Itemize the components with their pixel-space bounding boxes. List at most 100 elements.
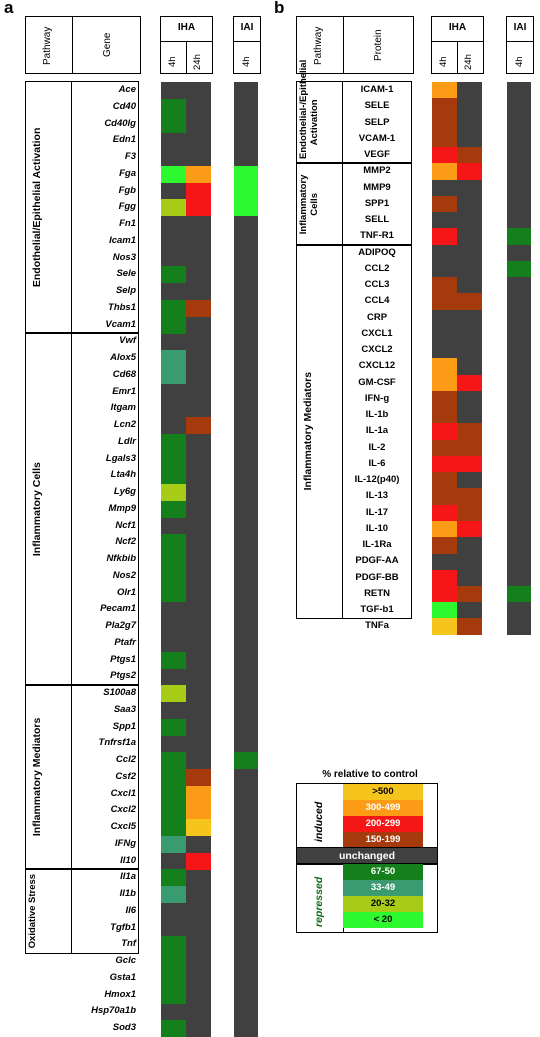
panel-b-row-label: IL-1b [365,409,389,420]
panel-a-row-label: Il1a [120,871,136,883]
panel-b-cell-iha24 [457,439,482,457]
panel-a-cell-iha4 [161,567,186,585]
legend-swatch-r1: 67-50 [343,864,423,880]
panel-b-cell-iha4 [432,504,457,522]
panel-b-cell-iha24 [457,585,482,603]
panel-b-cell-iha4 [432,423,457,440]
panel-a-cell-iai4 [234,182,258,200]
panel-a-row-label: Ncf2 [115,536,136,548]
panel-a-gene-header: Gene [102,32,113,57]
panel-b-cell-iha4 [432,358,457,375]
panel-b-row-label: TNFa [365,620,389,632]
panel-b-row-label: CCL2 [364,262,390,274]
legend-swatch-i3: 200-299 [343,816,423,832]
panel-a-cell-iha24 [186,785,211,803]
panel-b-cell-iha4 [432,163,457,180]
panel-b-cell-iha4 [432,98,457,115]
panel-b-header-table: Pathway Protein [296,16,414,74]
legend-swatch-i2: 300-499 [343,800,423,816]
panel-a-row-label: Gsta1 [109,971,136,983]
panel-b-row-label: SPP1 [364,197,390,209]
panel-a-cell-iha4 [161,785,186,803]
panel-a-row-label: Il1b [119,888,136,899]
panel-a-row-label: Lcn2 [113,419,136,430]
panel-b-cell-iha24 [457,618,482,635]
panel-b-group-label: Endothelial-/Epithelial Activation [298,60,320,160]
panel-a-iai-4h: 4h [241,56,252,67]
legend-unchanged-row: unchanged [296,847,438,865]
panel-a-group-divider [71,869,72,953]
panel-b-group-divider [342,163,343,245]
panel-b-row-label: TNF-R1 [360,230,394,242]
panel-b-cell-iha4 [432,228,457,245]
panel-b-cell-iha24 [457,293,482,310]
panel-b-letter: b [274,0,285,17]
panel-a-row-label: Fga [119,167,136,179]
panel-b-cell-iha4 [432,277,457,294]
panel-a-row-label: F3 [124,151,136,162]
panel-b-iai-4h: 4h [514,56,525,67]
panel-b-cell-iha4 [432,472,457,489]
panel-a-row-label: Alox5 [110,352,136,363]
panel-b-cell-iha4 [432,618,457,635]
panel-a-row-label: Pecam1 [100,603,136,615]
panel-a-cell-iha4 [161,500,186,518]
panel-a-cell-iha4 [161,199,186,217]
panel-a-iha-label: IHA [177,22,196,33]
panel-b-row-label: MMP9 [363,181,391,193]
panel-a-iha-header: IHA 4h 24h [160,16,213,74]
panel-a-group-divider [71,82,72,334]
panel-a-row-label: Fgb [118,184,136,196]
panel-b-row-label: IFN-g [364,392,390,404]
panel-a-row-label: Tnfrsf1a [98,737,136,749]
panel-b-cell-iha4 [432,585,457,603]
panel-a-cell-iha4 [161,467,186,485]
panel-a-cell-iha4 [161,685,186,703]
panel-a-cell-iha4 [161,366,186,384]
panel-a-row-label: Selp [115,285,136,296]
panel-a-row-label: Icam1 [109,234,136,246]
panel-a-group-box [25,868,139,954]
panel-a-iai-header: IAI 4h [233,16,261,74]
panel-b-cell-iha24 [457,423,482,440]
panel-a-iha-24h: 24h [192,54,203,70]
panel-a-row-label: Cxcl1 [110,787,136,799]
panel-b-row-label: CCL4 [364,295,390,307]
panel-a-cell-iha4 [161,316,186,334]
panel-a-row-label: Vwf [119,335,136,347]
legend-swatch-r2: 33-49 [343,880,423,896]
panel-b-row-label: IL-2 [368,441,386,453]
panel-a-iai-label: IAI [240,22,254,33]
panel-b-cell-iai4 [507,585,531,603]
legend-unchanged-label: unchanged [338,850,395,862]
panel-a-cell-iha24 [186,299,211,317]
panel-a-group-label: Inflammatory Cells [31,462,43,557]
panel-b-group-box [296,81,412,165]
panel-b-cell-iha4 [432,130,457,148]
panel-a-row-label: Cd68 [112,368,136,380]
panel-a-row-label: Edn1 [112,134,136,146]
panel-a-cell-iha4 [161,484,186,502]
panel-a-row-label: Ncf1 [115,519,136,531]
panel-a-group-label: Endothelial/Epithelial Activation [31,127,43,288]
panel-b-group-box [296,162,412,246]
panel-b-iai-header: IAI 4h [506,16,534,74]
panel-b-iai-column [507,82,531,635]
panel-b-row-label: IL-17 [365,506,389,518]
panel-a-row-label: Ptgs2 [110,670,136,682]
panel-b-row-label: CXCL2 [361,344,393,355]
panel-a-group-label: Inflammatory Mediators [31,717,43,837]
panel-b-group-divider [342,244,343,619]
panel-b-cell-iha24 [457,520,482,538]
panel-b-cell-iai4 [507,260,531,278]
panel-a-row-label: IFNg [114,837,136,849]
panel-a-row-label: Ptgs1 [110,653,136,665]
panel-b-row-label: CXCL1 [361,327,393,339]
panel-a-cell-iha4 [161,651,186,669]
panel-b-row-label: IL-1a [365,425,389,437]
panel-a-cell-iha24 [186,165,211,183]
panel-a-cell-iha4 [161,752,186,770]
legend-repressed-label: repressed [313,876,325,927]
panel-b-row-label: IL-13 [365,490,389,502]
panel-a-row-label: Pla2g7 [105,620,136,631]
